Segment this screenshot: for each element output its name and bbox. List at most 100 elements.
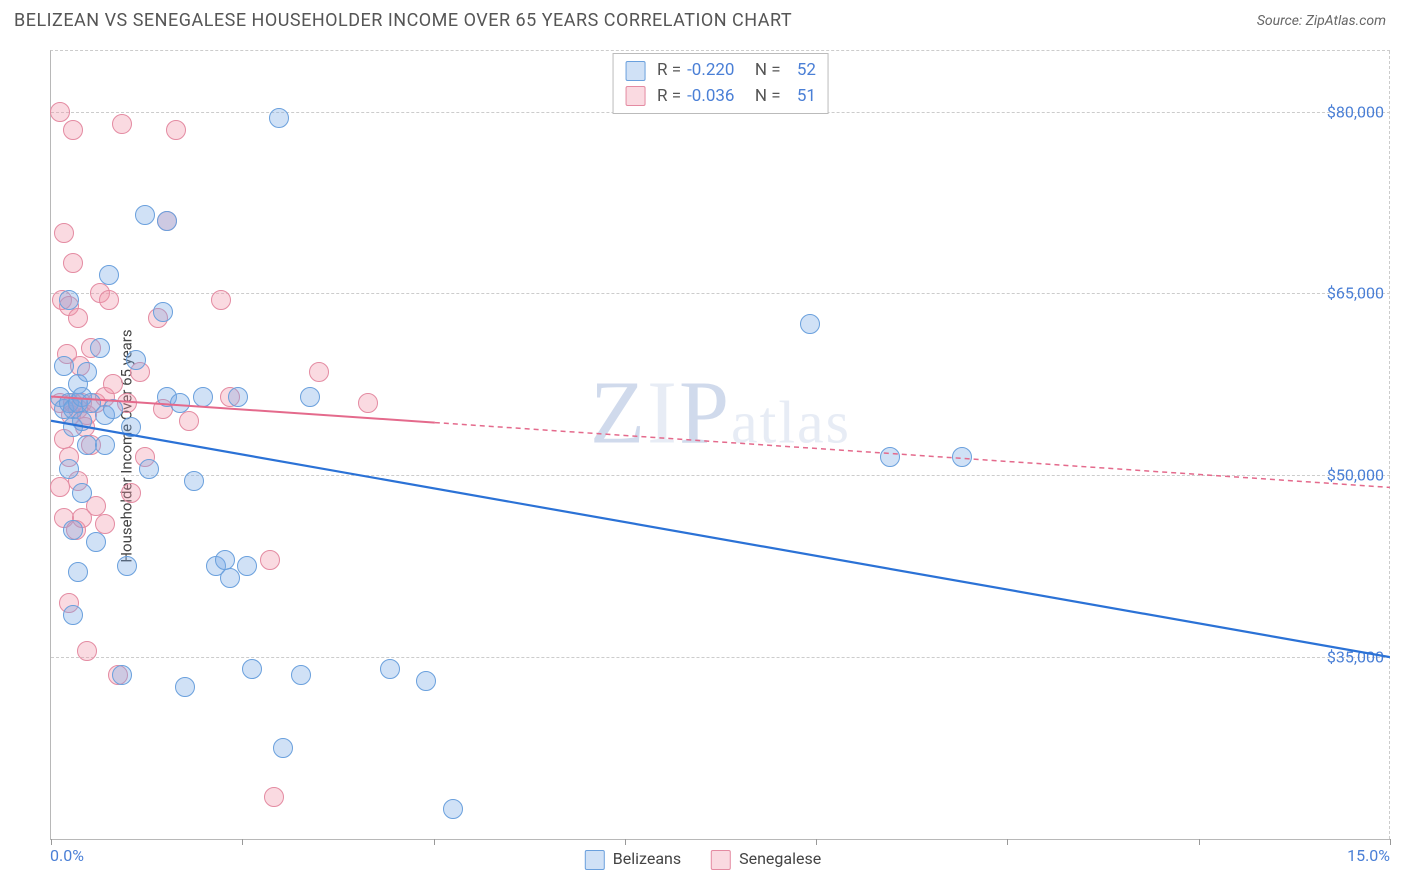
trend-lines xyxy=(51,51,1390,839)
legend-row-senegalese: R = -0.036 N = 51 xyxy=(625,84,816,110)
senegalese-point xyxy=(50,102,70,122)
belizeans-point xyxy=(952,447,972,467)
senegalese-point xyxy=(99,290,119,310)
belizeans-point xyxy=(443,799,463,819)
belizeans-point xyxy=(63,605,83,625)
senegalese-point xyxy=(166,120,186,140)
belizeans-point xyxy=(242,659,262,679)
senegalese-point xyxy=(68,308,88,328)
x-tick xyxy=(816,839,817,845)
senegalese-point xyxy=(54,223,74,243)
n-value-belizeans: 52 xyxy=(797,58,816,84)
n-label: N = xyxy=(755,84,781,110)
belizeans-point xyxy=(157,211,177,231)
chart-header: BELIZEAN VS SENEGALESE HOUSEHOLDER INCOM… xyxy=(0,0,1406,39)
senegalese-point xyxy=(211,290,231,310)
belizeans-point xyxy=(90,338,110,358)
swatch-senegalese-icon xyxy=(711,850,731,870)
n-label: N = xyxy=(755,58,781,84)
x-tick xyxy=(625,839,626,845)
senegalese-point xyxy=(112,114,132,134)
x-tick xyxy=(1199,839,1200,845)
r-label: R = xyxy=(657,84,681,110)
watermark: ZIPatlas xyxy=(590,362,851,465)
r-value-senegalese: -0.036 xyxy=(687,84,734,110)
belizeans-point xyxy=(103,399,123,419)
senegalese-point xyxy=(358,393,378,413)
belizeans-point xyxy=(139,459,159,479)
belizeans-point xyxy=(59,290,79,310)
chart-title: BELIZEAN VS SENEGALESE HOUSEHOLDER INCOM… xyxy=(14,10,792,31)
r-label: R = xyxy=(657,58,681,84)
x-axis-min-label: 0.0% xyxy=(50,846,84,865)
legend-row-belizeans: R = -0.220 N = 52 xyxy=(625,58,816,84)
senegalese-point xyxy=(309,362,329,382)
belizeans-point xyxy=(880,447,900,467)
senegalese-point xyxy=(260,550,280,570)
senegalese-point xyxy=(95,514,115,534)
belizeans-point xyxy=(112,665,132,685)
belizeans-point xyxy=(99,265,119,285)
belizeans-point xyxy=(380,659,400,679)
plot-area: ZIPatlas R = -0.220 N = 52 R = -0.036 N … xyxy=(50,50,1390,840)
belizeans-point xyxy=(273,738,293,758)
senegalese-point xyxy=(179,411,199,431)
belizeans-point xyxy=(68,562,88,582)
x-tick xyxy=(434,839,435,845)
correlation-legend: R = -0.220 N = 52 R = -0.036 N = 51 xyxy=(612,53,829,114)
belizeans-point xyxy=(184,471,204,491)
gridline xyxy=(51,657,1390,658)
gridline xyxy=(51,293,1390,294)
belizeans-point xyxy=(153,302,173,322)
belizeans-point xyxy=(86,532,106,552)
series-legend: Belizeans Senegalese xyxy=(585,849,821,870)
swatch-belizeans-icon xyxy=(625,61,645,81)
belizeans-point xyxy=(54,356,74,376)
senegalese-point xyxy=(103,374,123,394)
belizeans-point xyxy=(300,387,320,407)
x-axis-max-label: 15.0% xyxy=(1347,846,1390,865)
belizeans-point xyxy=(291,665,311,685)
senegalese-point xyxy=(77,641,97,661)
belizeans-point xyxy=(800,314,820,334)
belizeans-point xyxy=(135,205,155,225)
y-tick-label: $80,000 xyxy=(1327,102,1384,121)
source-credit: Source: ZipAtlas.com xyxy=(1257,13,1386,29)
legend-label-belizeans: Belizeans xyxy=(613,849,681,868)
belizeans-point xyxy=(59,459,79,479)
belizeans-point xyxy=(72,483,92,503)
legend-item-senegalese: Senegalese xyxy=(711,849,821,870)
senegalese-point xyxy=(63,253,83,273)
belizeans-point xyxy=(126,350,146,370)
legend-label-senegalese: Senegalese xyxy=(739,849,821,868)
belizeans-point xyxy=(77,362,97,382)
scatter-plot: ZIPatlas R = -0.220 N = 52 R = -0.036 N … xyxy=(51,51,1390,839)
belizeans-point xyxy=(117,556,137,576)
belizeans-point xyxy=(215,550,235,570)
y-tick-label: $65,000 xyxy=(1327,284,1384,303)
belizeans-point xyxy=(72,411,92,431)
belizeans-point xyxy=(121,417,141,437)
x-tick xyxy=(1007,839,1008,845)
y-tick-label: $50,000 xyxy=(1327,466,1384,485)
legend-item-belizeans: Belizeans xyxy=(585,849,681,870)
x-tick xyxy=(1390,839,1391,845)
r-value-belizeans: -0.220 xyxy=(687,58,734,84)
gridline xyxy=(51,475,1390,476)
source-prefix: Source: xyxy=(1257,13,1306,29)
x-tick xyxy=(51,839,52,845)
belizeans-point xyxy=(170,393,190,413)
y-tick-label: $35,000 xyxy=(1327,648,1384,667)
belizeans-point xyxy=(175,677,195,697)
belizeans-point xyxy=(193,387,213,407)
swatch-senegalese-icon xyxy=(625,86,645,106)
senegalese-point xyxy=(264,787,284,807)
source-name: ZipAtlas.com xyxy=(1306,13,1386,29)
belizeans-point xyxy=(63,520,83,540)
belizeans-point xyxy=(269,108,289,128)
belizeans-point xyxy=(228,387,248,407)
belizeans-point xyxy=(237,556,257,576)
swatch-belizeans-icon xyxy=(585,850,605,870)
senegalese-point xyxy=(63,120,83,140)
x-tick xyxy=(242,839,243,845)
